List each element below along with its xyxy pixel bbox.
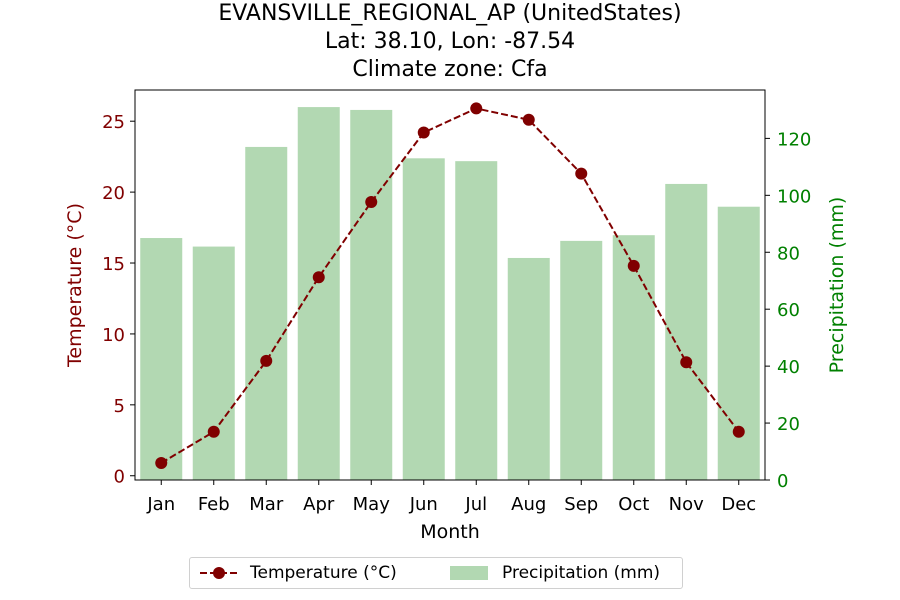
legend-entry-precipitation: Precipitation (mm)	[448, 558, 678, 588]
chart-title-line-1: EVANSVILLE_REGIONAL_AP (UnitedStates)	[218, 1, 682, 26]
x-tick-label-jul: Jul	[464, 494, 487, 515]
temp-point-nov	[680, 356, 693, 369]
left-tick-label: 15	[102, 254, 125, 275]
right-tick-label: 120	[777, 129, 811, 150]
legend-swatch-precipitation	[450, 566, 488, 580]
left-tick-label: 0	[114, 467, 125, 488]
temp-point-may	[365, 196, 378, 209]
temperature-line	[160, 107, 740, 464]
temp-point-jun	[417, 126, 430, 139]
chart-title: EVANSVILLE_REGIONAL_AP (UnitedStates) La…	[0, 0, 900, 84]
temp-point-jan	[155, 456, 168, 469]
left-tick-label: 25	[102, 112, 125, 133]
legend-entry-temperature: Temperature (°C)	[198, 558, 428, 588]
legend-swatch-temperature	[200, 567, 238, 579]
right-axis-label: Precipitation (mm)	[826, 197, 848, 374]
left-tick-label: 20	[102, 183, 125, 204]
temp-point-oct	[627, 259, 640, 272]
right-axis-ticks: 0 20 40 60 80 100 120	[765, 129, 811, 492]
right-tick-label: 100	[777, 186, 811, 207]
precip-bar-jun	[402, 158, 445, 480]
temp-point-dec	[732, 425, 745, 438]
left-axis-ticks: 0 5 10 15 20 25	[102, 112, 135, 488]
temp-point-sep	[575, 167, 588, 180]
precip-bar-jul	[455, 161, 498, 480]
temp-point-mar	[260, 354, 273, 367]
precip-bar-apr	[297, 107, 340, 480]
right-tick-label: 0	[777, 471, 788, 492]
plot-frame	[134, 89, 766, 481]
temp-point-apr	[312, 271, 325, 284]
precipitation-bars	[140, 107, 760, 481]
x-tick-label-may: May	[353, 494, 391, 515]
x-tick-label-jan: Jan	[146, 494, 175, 515]
legend: Temperature (°C) Precipitation (mm)	[189, 557, 683, 589]
legend-label-temperature: Temperature (°C)	[250, 563, 397, 583]
precip-bar-nov	[665, 183, 708, 481]
precip-bar-oct	[612, 235, 655, 480]
chart-title-line-3: Climate zone: Cfa	[352, 57, 548, 82]
precip-bar-mar	[245, 146, 288, 480]
temp-point-aug	[522, 113, 535, 126]
x-tick-label-dec: Dec	[721, 494, 756, 515]
precip-bar-may	[350, 109, 393, 481]
x-tick-label-feb: Feb	[198, 494, 230, 515]
right-tick-label: 60	[777, 300, 800, 321]
temperature-line-layer	[155, 102, 745, 469]
precip-bar-dec	[717, 206, 760, 480]
right-tick-label: 40	[777, 357, 800, 378]
legend-label-precipitation: Precipitation (mm)	[502, 563, 661, 583]
x-tick-label-nov: Nov	[669, 494, 704, 515]
x-tick-label-jun: Jun	[409, 494, 438, 515]
x-tick-label-mar: Mar	[249, 494, 284, 515]
left-tick-label: 5	[114, 396, 125, 417]
x-tick-label-sep: Sep	[564, 494, 598, 515]
chart-title-line-2: Lat: 38.10, Lon: -87.54	[324, 29, 576, 54]
x-tick-label-oct: Oct	[618, 494, 649, 515]
x-axis-ticks: Jan Feb Mar Apr May Jun Jul Aug Sep Oct Nov Dec	[146, 480, 756, 515]
precip-bar-jan	[140, 238, 183, 480]
right-tick-label: 80	[777, 243, 800, 264]
precip-bar-sep	[560, 240, 603, 480]
x-axis-label: Month	[420, 521, 480, 543]
x-tick-label-aug: Aug	[511, 494, 546, 515]
left-axis-label: Temperature (°C)	[64, 203, 86, 368]
temp-point-feb	[207, 425, 220, 438]
precip-bar-aug	[507, 257, 550, 480]
precip-bar-feb	[192, 246, 235, 480]
right-tick-label: 20	[777, 414, 800, 435]
x-tick-label-apr: Apr	[303, 494, 335, 515]
left-tick-label: 10	[102, 325, 125, 346]
temp-point-jul	[470, 102, 483, 115]
